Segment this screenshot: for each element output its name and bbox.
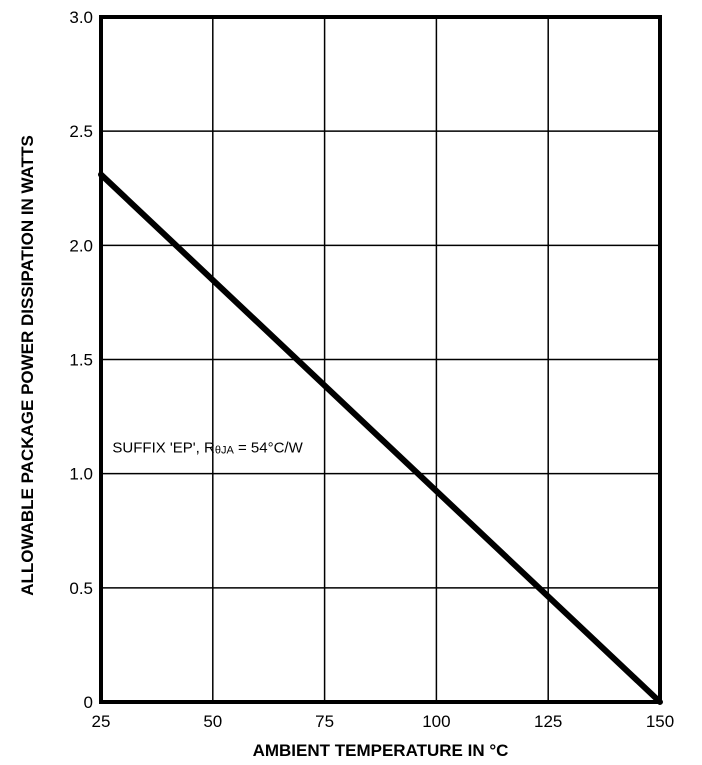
series-line — [98, 171, 663, 705]
y-tick-label: 0.5 — [69, 579, 93, 598]
x-tick-label: 100 — [422, 712, 450, 731]
y-tick-label: 1.0 — [69, 465, 93, 484]
y-tick-label: 3.0 — [69, 8, 93, 27]
x-tick-label: 150 — [646, 712, 674, 731]
annotation-subscript: θJA — [215, 445, 235, 457]
x-tick-label: 75 — [315, 712, 334, 731]
x-tick-label: 50 — [203, 712, 222, 731]
x-tick-labels: 25 50 75 100 125 150 — [92, 712, 675, 731]
y-axis-label: ALLOWABLE PACKAGE POWER DISSIPATION IN W… — [18, 135, 37, 596]
y-tick-label: 1.5 — [69, 351, 93, 370]
series-layer — [98, 171, 663, 705]
series-annotation: SUFFIX 'EP', RθJA = 54°C/W — [112, 440, 303, 457]
y-tick-label: 2.0 — [69, 236, 93, 255]
y-tick-label: 0 — [84, 693, 93, 712]
annotation-prefix: SUFFIX 'EP', R — [112, 440, 215, 457]
y-tick-labels: 0 0.5 1.0 1.5 2.0 2.5 3.0 — [69, 8, 93, 712]
grid — [100, 16, 661, 703]
x-axis-label: AMBIENT TEMPERATURE IN °C — [253, 741, 509, 760]
x-tick-label: 125 — [534, 712, 562, 731]
y-tick-label: 2.5 — [69, 122, 93, 141]
annotation-suffix: = 54°C/W — [234, 440, 304, 457]
plot-frame — [99, 15, 662, 704]
x-tick-label: 25 — [92, 712, 111, 731]
